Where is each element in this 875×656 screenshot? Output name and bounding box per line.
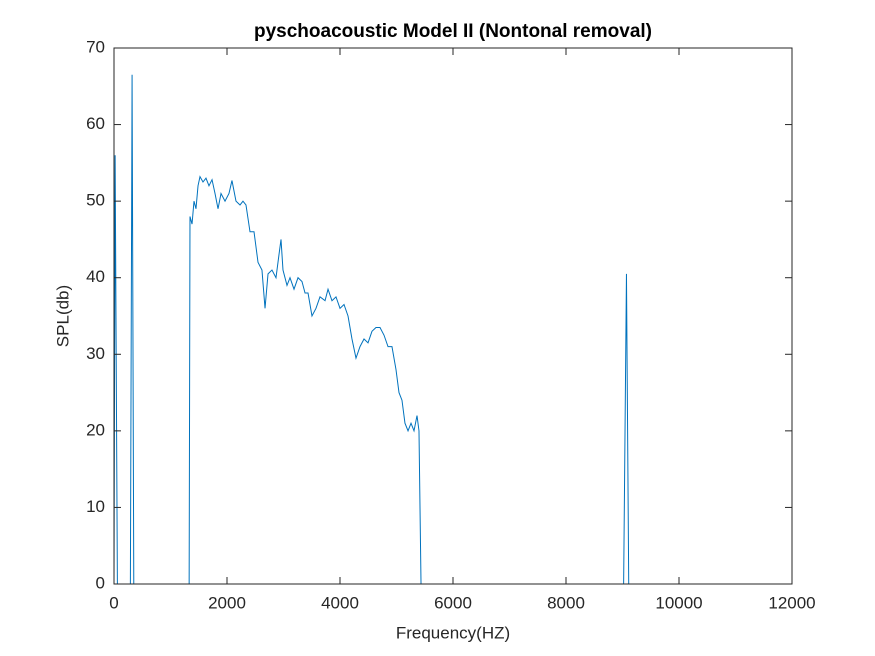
x-axis-label: Frequency(HZ)	[396, 623, 510, 642]
y-tick-label: 60	[86, 114, 105, 133]
y-tick-label: 20	[86, 420, 105, 439]
y-tick-label: 40	[86, 267, 105, 286]
x-tick-label: 12000	[768, 593, 815, 612]
y-tick-label: 10	[86, 497, 105, 516]
y-tick-label: 30	[86, 344, 105, 363]
x-tick-label: 0	[109, 593, 118, 612]
x-tick-label: 8000	[547, 593, 585, 612]
y-axis-label: SPL(db)	[53, 285, 72, 347]
x-tick-label: 4000	[321, 593, 359, 612]
y-tick-label: 70	[86, 37, 105, 56]
x-tick-label: 10000	[655, 593, 702, 612]
x-tick-label: 2000	[208, 593, 246, 612]
y-tick-label: 0	[96, 573, 105, 592]
data-line	[113, 74, 792, 585]
chart-title: pyschoacoustic Model II (Nontonal remova…	[254, 21, 652, 42]
y-tick-label: 50	[86, 191, 105, 210]
x-tick-label: 6000	[434, 593, 472, 612]
